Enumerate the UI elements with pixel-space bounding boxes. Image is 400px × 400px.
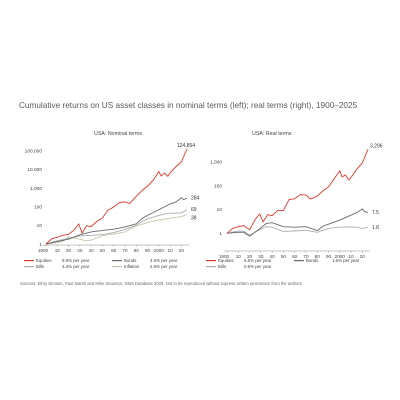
x-tick-label: 1900 [38,248,49,253]
x-tick-label: 2000 [335,254,346,259]
series-end-label: 69 [191,207,197,213]
x-tick-label: 90 [326,254,332,259]
x-tick-label: 60 [111,248,117,253]
legend-value: 1.6% per year [332,258,360,263]
panel-title: USA: Real terms [252,131,292,137]
x-tick-label: 70 [303,254,309,259]
x-tick-label: 70 [122,248,128,253]
y-tick-label: 10 [37,223,43,229]
x-tick-label: 20 [179,248,185,253]
series-line [45,197,188,245]
series-line [226,226,369,236]
legend-label: Bonds [306,258,319,263]
x-tick-label: 40 [270,254,276,259]
legend-label: Inflation [124,264,140,269]
y-tick-label: 100,000 [25,148,43,154]
legend-label: Equities [36,258,52,263]
x-tick-label: 80 [134,248,140,253]
x-tick-label: 20 [66,248,72,253]
series-end-label: 38 [191,215,197,221]
x-tick-label: 1900 [219,254,230,259]
legend-value: 2.9% per year [150,264,178,269]
panel-title: USA: Nominal terms [94,131,142,137]
series-line [226,149,369,234]
sources-footnote: Sources: Elroy Dimson, Paul Marsh and Mi… [20,281,304,286]
x-tick-label: 80 [315,254,321,259]
x-tick-label: 90 [145,248,151,253]
x-tick-label: 20 [360,254,366,259]
legend-value: 4.6% per year [150,258,178,263]
legend-label: Bills [218,264,227,269]
x-tick-label: 10 [349,254,355,259]
series-line [226,208,369,237]
series-line [45,209,188,245]
y-tick-label: 1 [39,242,42,248]
y-tick-label: 1,000 [30,186,42,192]
x-tick-label: 2000 [154,248,165,253]
x-tick-label: 20 [247,254,253,259]
series-end-label: 284 [191,196,200,202]
legend-value: 0.5% per year [244,264,272,269]
legend-value: 9.8% per year [62,258,90,263]
page-title: Cumulative returns on US asset classes i… [19,101,358,110]
series-end-label: 124,854 [177,143,195,149]
legend-label: Bonds [124,258,137,263]
x-tick-label: 40 [89,248,95,253]
x-tick-label: 50 [100,248,106,253]
legend-value: 6.6% per year [244,258,272,263]
x-tick-label: 30 [77,248,83,253]
x-tick-label: 10 [236,254,242,259]
legend-label: Equities [218,258,234,263]
x-tick-label: 50 [281,254,287,259]
series-end-label: 3,296 [370,143,383,149]
legend-value: 3.4% per year [62,264,90,269]
y-tick-label: 100 [34,204,42,210]
legend-label: Bills [36,264,45,269]
x-tick-label: 10 [55,248,61,253]
series-end-label: 7.5 [372,210,379,216]
series-end-label: 1.8 [372,225,379,231]
x-tick-label: 30 [258,254,264,259]
y-tick-label: 1,000 [210,159,222,165]
y-tick-label: 100 [214,183,222,189]
y-tick-label: 10 [217,207,223,213]
x-tick-label: 10 [168,248,174,253]
y-tick-label: 1 [219,231,222,237]
series-line [45,148,188,245]
x-tick-label: 60 [292,254,298,259]
y-tick-label: 10,000 [27,167,42,173]
